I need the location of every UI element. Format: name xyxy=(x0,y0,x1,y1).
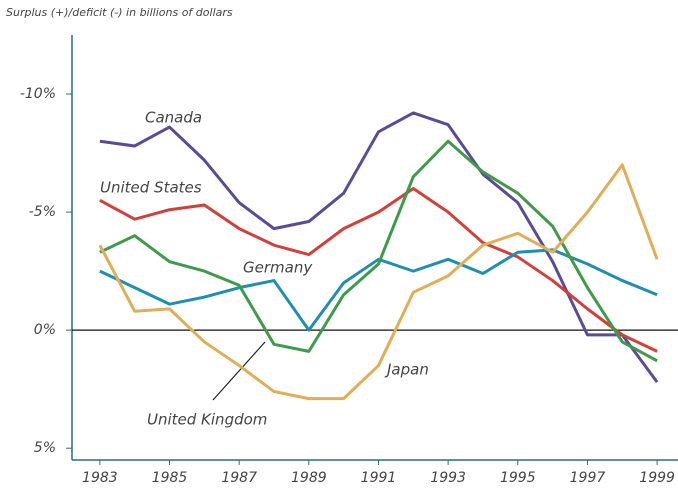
series-line xyxy=(98,163,659,401)
chart-subtitle: Surplus (+)/deficit (-) in billions of d… xyxy=(6,6,233,19)
series-line xyxy=(99,248,658,332)
series-line xyxy=(99,139,658,363)
y-tick-label: -10% xyxy=(20,86,56,102)
series-label: United States xyxy=(100,179,202,197)
x-tick-label: 1999 xyxy=(639,470,675,486)
x-tick-label: 1989 xyxy=(291,470,327,486)
series-line xyxy=(99,186,658,353)
series-label: Canada xyxy=(145,109,202,127)
series-label: Japan xyxy=(384,361,429,379)
x-tick-label: 1985 xyxy=(152,470,188,486)
y-tick-label: -5% xyxy=(29,204,56,220)
x-tick-label: 1997 xyxy=(570,470,606,486)
y-tick-label: 5% xyxy=(34,440,56,456)
x-tick-label: 1991 xyxy=(361,470,397,486)
series-line xyxy=(99,111,659,383)
label-pointer xyxy=(212,341,266,401)
x-tick-label: 1995 xyxy=(500,470,536,486)
x-tick-label: 1987 xyxy=(221,470,257,486)
series-label: United Kingdom xyxy=(147,411,267,429)
x-tick-label: 1983 xyxy=(82,470,118,486)
x-tick-label: 1993 xyxy=(430,470,466,486)
series-label: Germany xyxy=(243,259,313,277)
y-tick-label: 0% xyxy=(34,322,56,338)
